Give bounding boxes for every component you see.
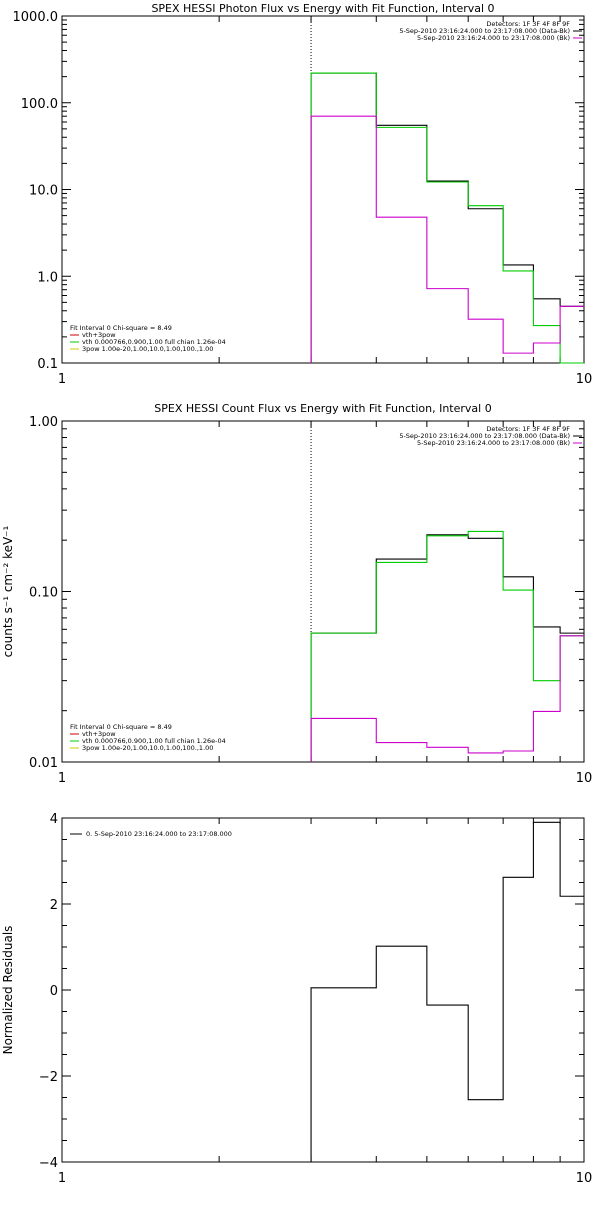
info-line: Detectors: 1F 3F 4F 8F 9F [486, 20, 570, 28]
y-axis-label: Normalized Residuals [1, 926, 15, 1055]
series-1-histogram [310, 72, 584, 364]
y-axis-label: counts s⁻¹ cm⁻² keV⁻¹ [1, 525, 15, 657]
info-line: 5-Sep-2010 23:16:24.000 to 23:17:08.000 … [417, 34, 570, 42]
fit-legend-line: 3pow 1.00e-20,1.00,10.0,1.00,100.,1.00 [82, 744, 213, 752]
y-tick-label: 0.10 [29, 586, 58, 601]
fit-legend-line: vth+3pow [82, 730, 116, 738]
residual-legend-label: 0. 5-Sep-2010 23:16:24.000 to 23:17:08.0… [86, 830, 232, 838]
y-tick-label: 1.00 [29, 415, 58, 430]
series-2-histogram [310, 635, 584, 762]
y-tick-label: 2 [50, 898, 58, 913]
plot-frame [61, 15, 585, 364]
info-line: 5-Sep-2010 23:16:24.000 to 23:17:08.000 … [417, 439, 570, 447]
x-tick-label: 1 [58, 372, 66, 387]
fit-legend-line: vth+3pow [82, 331, 116, 339]
fit-legend-line: vth 0.000766,0.900,1.00 full chian 1.26e… [82, 338, 226, 346]
y-tick-label: 0.1 [37, 357, 58, 372]
fit-legend-line: vth 0.000766,0.900,1.00 full chian 1.26e… [82, 737, 226, 745]
chart-title: SPEX HESSI Count Flux vs Energy with Fit… [154, 402, 491, 415]
x-tick-label: 10 [576, 771, 593, 786]
fit-legend-line: Fit Interval 0 Chi-square = 8.49 [70, 324, 172, 332]
series-2-histogram [310, 115, 584, 363]
y-tick-label: 1.0 [37, 270, 58, 285]
plot-frame [61, 420, 585, 763]
x-tick-label: 1 [58, 771, 66, 786]
y-tick-label: 0.01 [29, 756, 58, 771]
y-tick-label: 4 [50, 812, 58, 827]
x-tick-label: 10 [576, 372, 593, 387]
info-line: 5-Sep-2010 23:16:24.000 to 23:17:08.000 … [399, 432, 570, 440]
y-tick-label: −4 [39, 1156, 58, 1171]
info-line: Detectors: 1F 3F 4F 8F 9F [486, 425, 570, 433]
y-tick-label: 10.0 [29, 184, 58, 199]
fit-legend-line: Fit Interval 0 Chi-square = 8.49 [70, 723, 172, 731]
series-0-histogram [310, 821, 584, 1162]
series-0-histogram [310, 534, 584, 762]
plot-frame [61, 817, 585, 1163]
y-tick-label: 0 [50, 984, 58, 999]
y-tick-label: 100.0 [21, 97, 58, 112]
info-line: 5-Sep-2010 23:16:24.000 to 23:17:08.000 … [399, 27, 570, 35]
y-tick-label: 1000.0 [13, 10, 59, 25]
chart-title: SPEX HESSI Photon Flux vs Energy with Fi… [151, 2, 494, 15]
y-tick-label: −2 [39, 1070, 58, 1085]
fit-legend-line: 3pow 1.00e-20,1.00,10.0,1.00,100.,1.00 [82, 345, 213, 353]
x-tick-label: 10 [576, 1171, 593, 1186]
x-tick-label: 1 [58, 1171, 66, 1186]
series-1-histogram [310, 530, 584, 762]
